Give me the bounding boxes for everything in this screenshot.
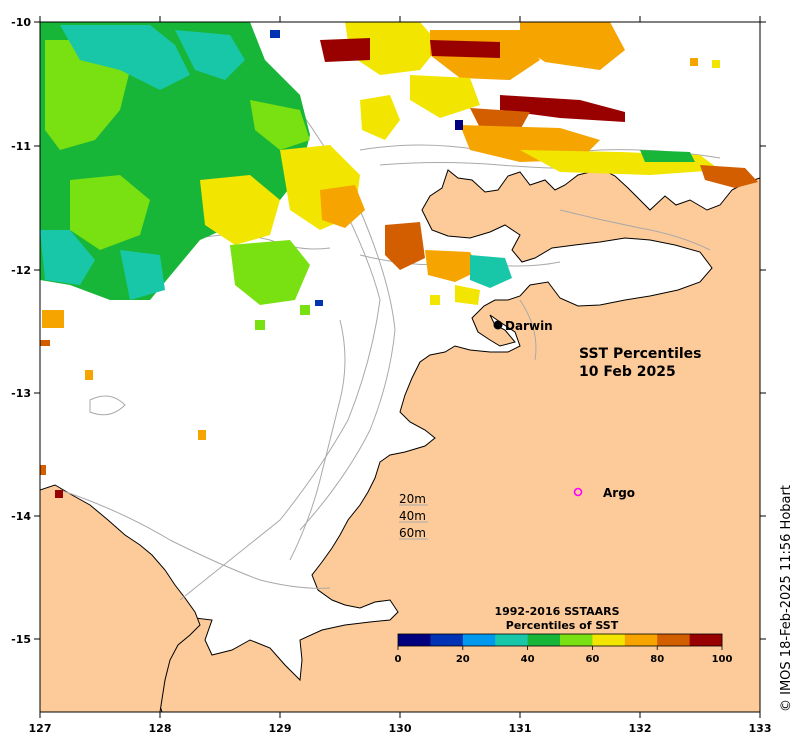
map-title-line1: SST Percentiles [579, 346, 702, 362]
place-label-argo: Argo [603, 486, 635, 500]
y-tick-11: -11 [11, 140, 31, 153]
colorbar-tick-label: 20 [456, 654, 470, 665]
colorbar-tick-label: 0 [395, 654, 402, 665]
map-title-line2: 10 Feb 2025 [579, 364, 676, 380]
y-axis [34, 21, 766, 640]
y-tick-13: -13 [11, 387, 31, 400]
colorbar-cell [657, 634, 690, 646]
colorbar: 1992-2016 SSTAARS Percentiles of SST 0 20… [395, 605, 733, 665]
colorbar-cell [592, 634, 626, 646]
colorbar-cell [624, 634, 658, 646]
x-tick-130: 130 [389, 722, 412, 735]
place-label-darwin: Darwin [505, 319, 553, 333]
land-west [40, 484, 201, 712]
x-tick-132: 132 [629, 722, 652, 735]
x-tick-129: 129 [269, 722, 292, 735]
colorbar-cell [430, 634, 464, 646]
darwin-marker [493, 320, 503, 330]
land-arnhem [157, 167, 760, 712]
colorbar-cell [398, 634, 431, 646]
colorbar-cell [560, 634, 593, 646]
y-tick-15: -15 [11, 633, 31, 646]
depth-legend: 20m 40m 60m [399, 492, 428, 540]
x-axis [39, 16, 761, 718]
colorbar-cell [689, 634, 723, 646]
colorbar-cell [462, 634, 496, 646]
argo-marker [573, 487, 583, 497]
colorbar-title-line2: Percentiles of SST [506, 619, 619, 632]
depth-label-60m: 60m [399, 526, 426, 540]
colorbar-tick-label: 60 [585, 654, 599, 665]
y-tick-14: -14 [11, 510, 31, 523]
credit-label: © IMOS 18-Feb-2025 11:56 Hobart [779, 485, 794, 712]
colorbar-cell [495, 634, 528, 646]
y-tick-10: -10 [11, 16, 31, 29]
depth-label-20m: 20m [399, 492, 426, 506]
colorbar-tick-label: 80 [650, 654, 664, 665]
sst-data-patches [40, 22, 758, 498]
colorbar-title-line1: 1992-2016 SSTAARS [494, 605, 619, 618]
y-tick-12: -12 [11, 264, 31, 277]
colorbar-tick-label: 100 [712, 654, 733, 665]
x-tick-133: 133 [749, 722, 772, 735]
x-tick-127: 127 [29, 722, 52, 735]
depth-label-40m: 40m [399, 509, 426, 523]
colorbar-frame [397, 633, 723, 647]
colorbar-tick-label: 40 [521, 654, 535, 665]
x-tick-131: 131 [509, 722, 532, 735]
x-tick-128: 128 [149, 722, 172, 735]
colorbar-cell [527, 634, 561, 646]
